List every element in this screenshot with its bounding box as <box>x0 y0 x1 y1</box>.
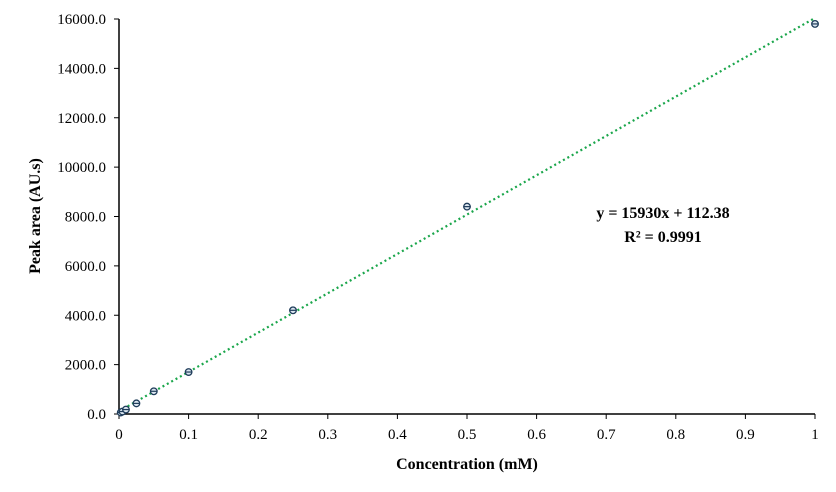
x-tick-label: 0.9 <box>736 427 755 443</box>
y-tick-label: 0.0 <box>87 407 106 423</box>
x-tick-label: 1 <box>811 427 819 443</box>
x-tick-label: 0.4 <box>388 427 407 443</box>
y-tick-label: 2000.0 <box>65 358 106 374</box>
y-tick-label: 6000.0 <box>65 259 106 275</box>
x-axis-ticks: 0 0.1 0.2 0.3 0.4 0.5 0.6 0.7 0.8 0.9 1 <box>115 414 819 443</box>
y-tick-label: 8000.0 <box>65 210 106 226</box>
y-tick-label: 12000.0 <box>57 111 106 127</box>
y-tick-label: 4000.0 <box>65 308 106 324</box>
x-tick-label: 0.8 <box>666 427 685 443</box>
trendline <box>118 16 816 413</box>
x-tick-label: 0.2 <box>249 427 268 443</box>
x-tick-label: 0.1 <box>179 427 198 443</box>
x-tick-label: 0.5 <box>458 427 477 443</box>
trendline-equation: y = 15930x + 112.38 <box>596 205 729 222</box>
x-tick-label: 0.6 <box>527 427 546 443</box>
y-tick-label: 14000.0 <box>57 61 106 77</box>
y-axis-ticks: 0.0 2000.0 4000.0 6000.0 8000.0 10000.0 12000.… <box>57 12 119 423</box>
x-tick-label: 0 <box>115 427 123 443</box>
x-tick-label: 0.3 <box>318 427 337 443</box>
x-tick-label: 0.7 <box>597 427 616 443</box>
y-tick-label: 10000.0 <box>57 160 106 176</box>
y-tick-label: 16000.0 <box>57 12 106 28</box>
data-points <box>116 19 819 417</box>
y-axis-title: Peak area (AU.s) <box>27 158 44 274</box>
x-axis-title: Concentration (mM) <box>396 456 538 473</box>
r-squared-label: R² = 0.9991 <box>624 229 701 246</box>
